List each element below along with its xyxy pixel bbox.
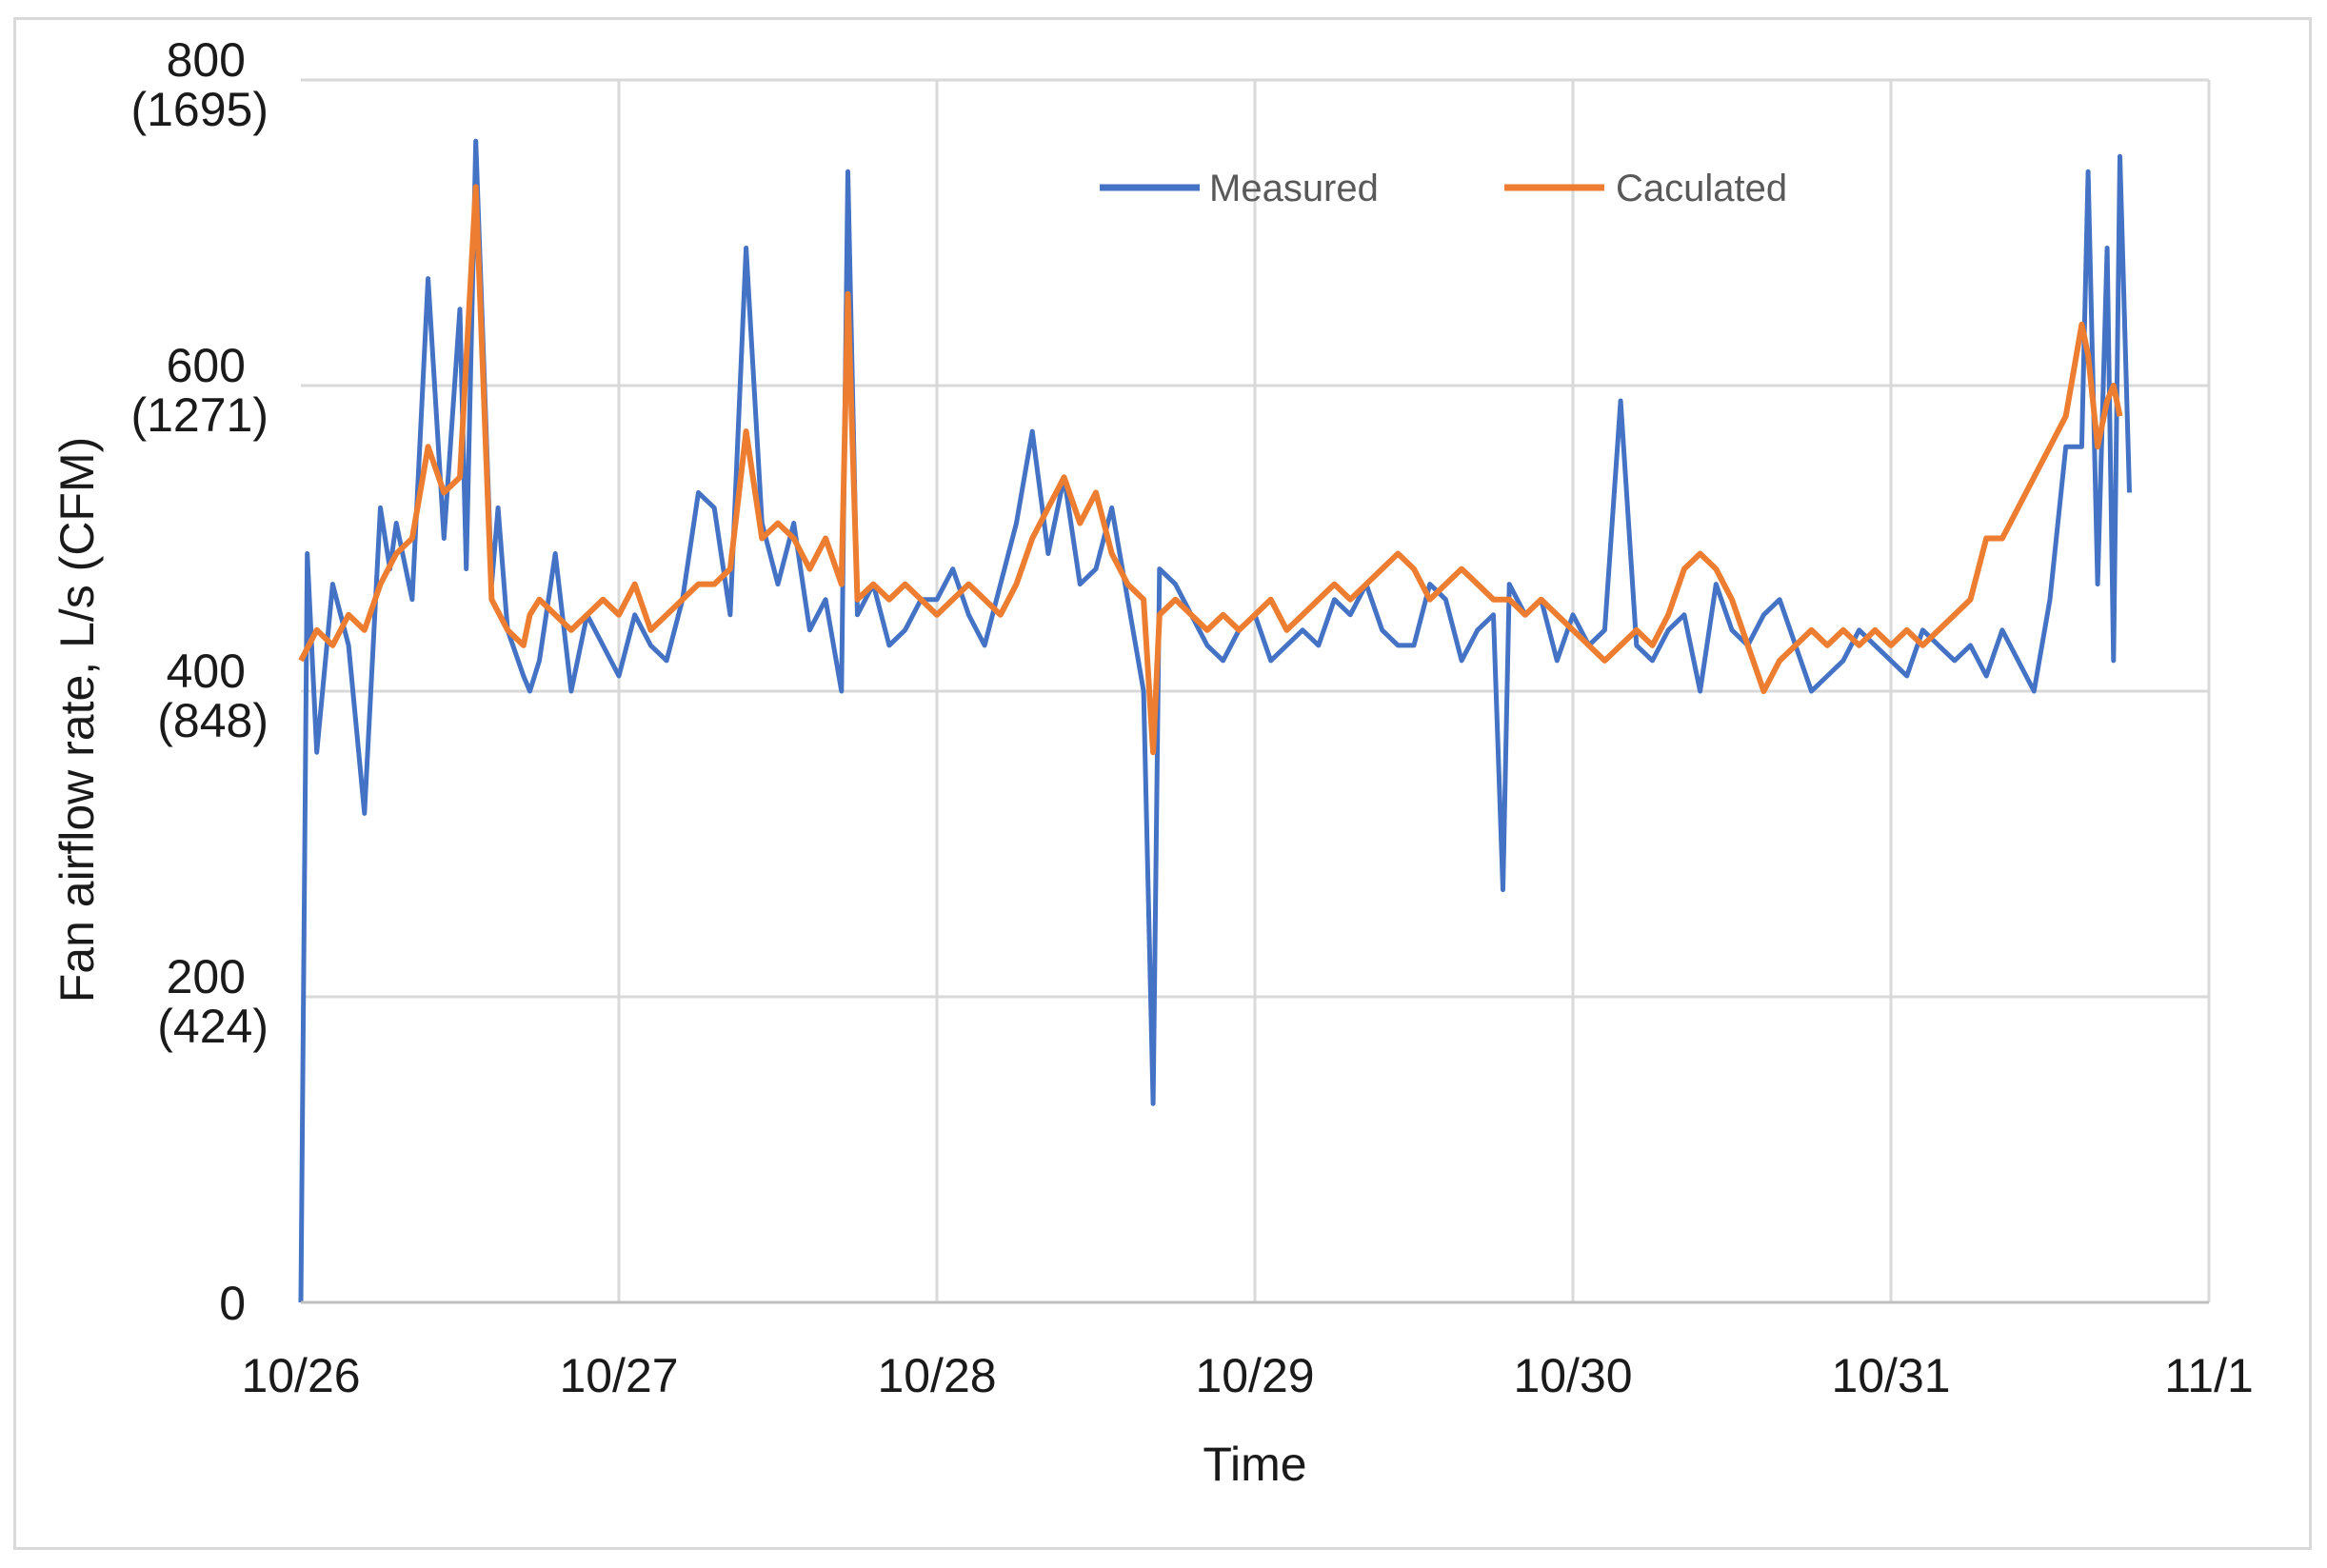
legend: Measured Caculated [1100, 168, 1787, 209]
y-tick-label-2: 400 [167, 645, 246, 698]
x-tick-label-2: 10/28 [877, 1349, 996, 1402]
y-tick-label-3: 600 [167, 339, 246, 392]
y-axis-ticks: 0 200(424) 400(848) 600(1271) 800(1695) [130, 33, 268, 1330]
x-axis-title: Time [1203, 1438, 1306, 1491]
x-tick-label-3: 10/29 [1195, 1349, 1314, 1402]
y-tick-label-0: 0 [219, 1277, 246, 1330]
x-tick-label-6: 11/1 [2164, 1349, 2254, 1402]
series-line-1 [298, 184, 2123, 756]
gridlines [301, 78, 2211, 1302]
y-tick-sublabel-4: (1695) [130, 83, 268, 136]
y-tick-label-1: 200 [167, 950, 246, 1003]
series-line-0 [298, 138, 2132, 1303]
x-tick-label-0: 10/26 [241, 1349, 360, 1402]
chart-frame [13, 17, 2312, 1550]
series-layer [298, 138, 2132, 1303]
legend-label-1: Caculated [1616, 168, 1787, 209]
y-tick-label-4: 800 [167, 33, 246, 87]
x-tick-label-5: 10/31 [1831, 1349, 1950, 1402]
y-tick-sublabel-3: (1271) [130, 388, 268, 442]
x-tick-label-1: 10/27 [559, 1349, 678, 1402]
y-tick-sublabel-1: (424) [157, 1000, 268, 1053]
y-axis-title: Fan airflow rate, L/s (CFM) [50, 437, 104, 1003]
x-tick-label-4: 10/30 [1513, 1349, 1632, 1402]
x-axis-ticks: 10/26 10/27 10/28 10/29 10/30 10/31 11/1 [241, 1349, 2253, 1402]
y-tick-sublabel-2: (848) [157, 694, 268, 747]
legend-label-0: Measured [1209, 168, 1379, 209]
